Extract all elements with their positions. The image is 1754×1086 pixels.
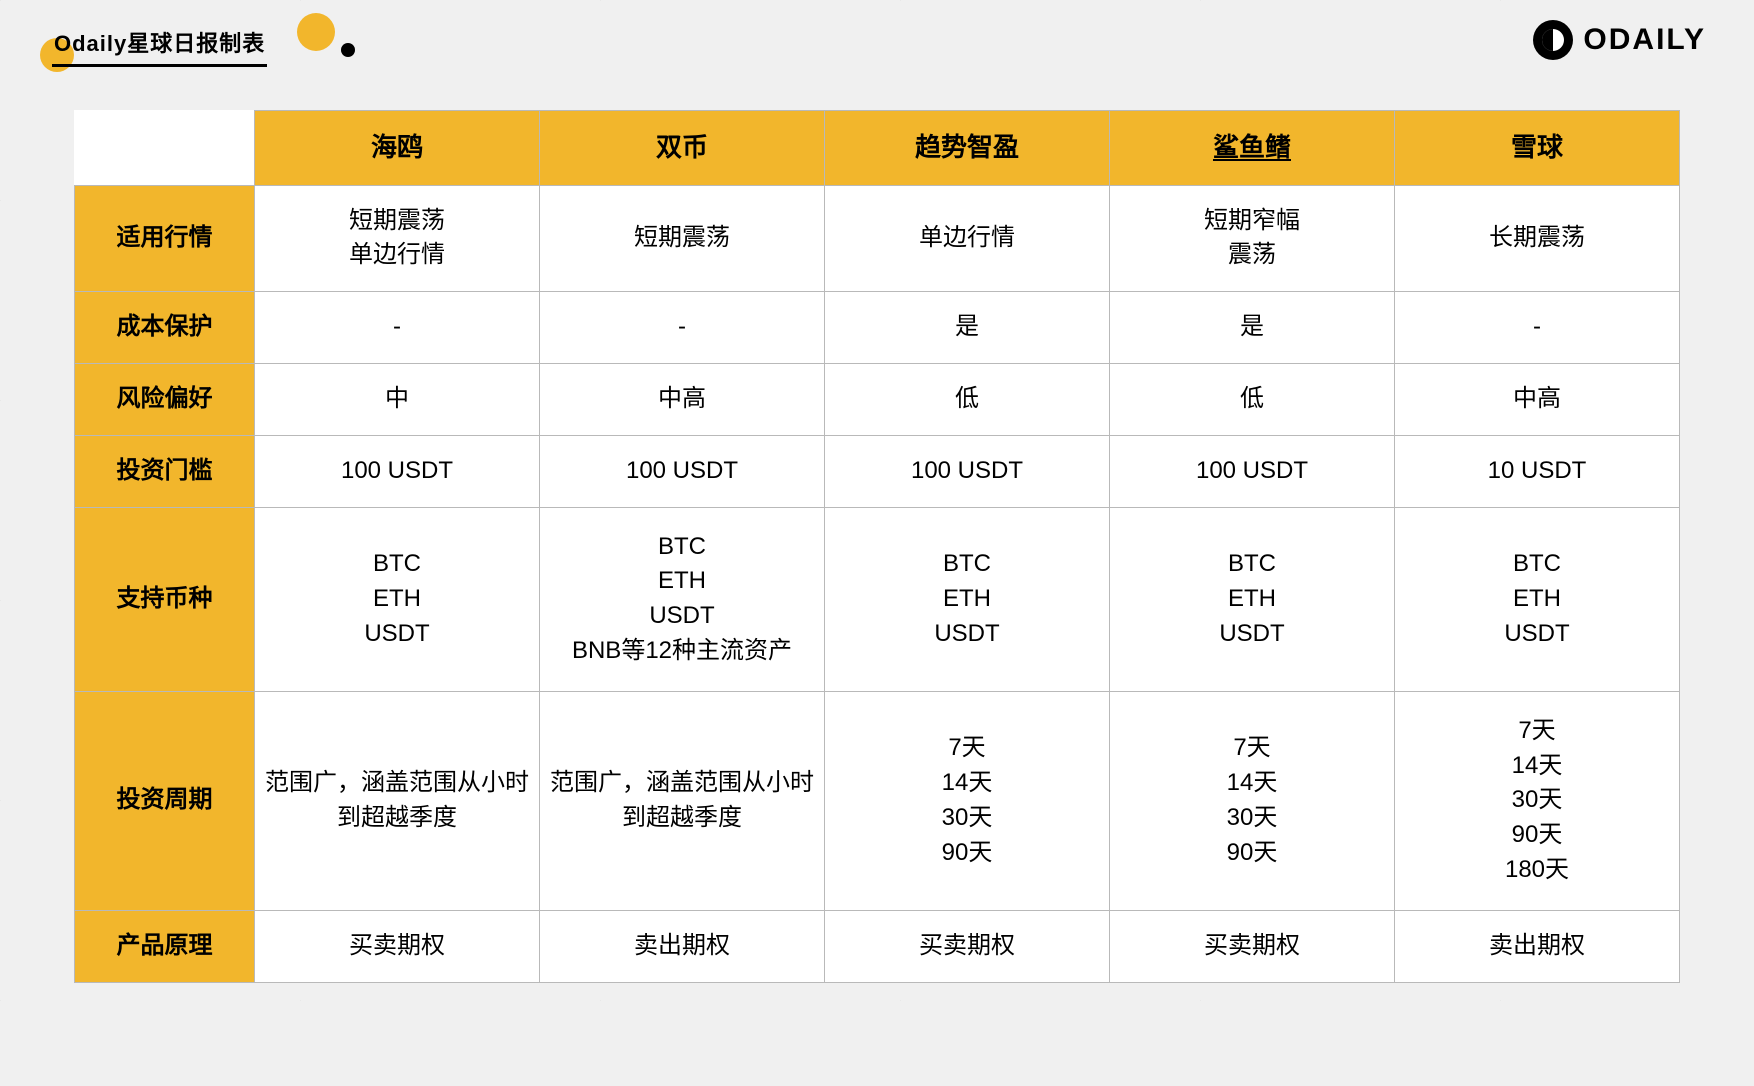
comparison-table: 海鸥 双币 趋势智盈 鲨鱼鳍 雪球 适用行情 短期震荡 单边行情 短期震荡 单边…	[74, 110, 1680, 983]
table-cell: -	[1395, 292, 1680, 364]
table-cell: 100 USDT	[825, 435, 1110, 507]
row-header: 投资周期	[75, 691, 255, 910]
table-cell: 7天 14天 30天 90天	[825, 691, 1110, 910]
table-cell: 10 USDT	[1395, 435, 1680, 507]
table-cell: 短期震荡	[540, 185, 825, 292]
brand-logo: ODAILY	[1533, 20, 1706, 60]
row-header: 风险偏好	[75, 364, 255, 436]
table-row: 产品原理 买卖期权 卖出期权 买卖期权 买卖期权 卖出期权	[75, 910, 1680, 982]
col-header: 海鸥	[255, 111, 540, 186]
table-cell: BTC ETH USDT BNB等12种主流资产	[540, 507, 825, 691]
row-header: 投资门槛	[75, 435, 255, 507]
table-row: 适用行情 短期震荡 单边行情 短期震荡 单边行情 短期窄幅 震荡 长期震荡	[75, 185, 1680, 292]
table-row: 成本保护 - - 是 是 -	[75, 292, 1680, 364]
table-cell: 7天 14天 30天 90天 180天	[1395, 691, 1680, 910]
page-title: Odaily星球日报制表	[52, 20, 267, 67]
col-header: 双币	[540, 111, 825, 186]
table-cell: 是	[1110, 292, 1395, 364]
table-cell: 是	[825, 292, 1110, 364]
accent-dot-icon	[341, 43, 355, 57]
table-cell: 卖出期权	[1395, 910, 1680, 982]
comparison-table-container: 海鸥 双币 趋势智盈 鲨鱼鳍 雪球 适用行情 短期震荡 单边行情 短期震荡 单边…	[74, 110, 1680, 983]
row-header: 产品原理	[75, 910, 255, 982]
table-cell: 100 USDT	[255, 435, 540, 507]
table-cell: -	[255, 292, 540, 364]
table-cell: 卖出期权	[540, 910, 825, 982]
table-cell: 范围广，涵盖范围从小时到超越季度	[540, 691, 825, 910]
table-cell: 100 USDT	[540, 435, 825, 507]
table-cell: 中高	[540, 364, 825, 436]
table-cell: 7天 14天 30天 90天	[1110, 691, 1395, 910]
table-cell: 低	[1110, 364, 1395, 436]
table-cell: 买卖期权	[825, 910, 1110, 982]
table-cell: 100 USDT	[1110, 435, 1395, 507]
brand-text: ODAILY	[1583, 23, 1706, 57]
table-cell: BTC ETH USDT	[825, 507, 1110, 691]
col-header: 鲨鱼鳍	[1110, 111, 1395, 186]
row-header: 支持币种	[75, 507, 255, 691]
table-cell: 低	[825, 364, 1110, 436]
col-header: 趋势智盈	[825, 111, 1110, 186]
table-cell: 买卖期权	[1110, 910, 1395, 982]
page-header: Odaily星球日报制表	[40, 20, 355, 67]
accent-dot-icon	[297, 13, 335, 51]
table-cell: BTC ETH USDT	[255, 507, 540, 691]
col-header: 雪球	[1395, 111, 1680, 186]
table-cell: 买卖期权	[255, 910, 540, 982]
table-cell: 短期窄幅 震荡	[1110, 185, 1395, 292]
table-header-row: 海鸥 双币 趋势智盈 鲨鱼鳍 雪球	[75, 111, 1680, 186]
brand-mark-icon	[1533, 20, 1573, 60]
table-row: 支持币种 BTC ETH USDT BTC ETH USDT BNB等12种主流…	[75, 507, 1680, 691]
table-cell: BTC ETH USDT	[1110, 507, 1395, 691]
table-cell: 短期震荡 单边行情	[255, 185, 540, 292]
table-cell: BTC ETH USDT	[1395, 507, 1680, 691]
table-cell: 范围广，涵盖范围从小时到超越季度	[255, 691, 540, 910]
table-cell: 长期震荡	[1395, 185, 1680, 292]
table-row: 投资周期 范围广，涵盖范围从小时到超越季度 范围广，涵盖范围从小时到超越季度 7…	[75, 691, 1680, 910]
table-cell: 单边行情	[825, 185, 1110, 292]
row-header: 成本保护	[75, 292, 255, 364]
table-row: 风险偏好 中 中高 低 低 中高	[75, 364, 1680, 436]
table-cell: 中高	[1395, 364, 1680, 436]
table-row: 投资门槛 100 USDT 100 USDT 100 USDT 100 USDT…	[75, 435, 1680, 507]
table-cell: -	[540, 292, 825, 364]
table-cell: 中	[255, 364, 540, 436]
row-header: 适用行情	[75, 185, 255, 292]
table-corner-cell	[75, 111, 255, 186]
